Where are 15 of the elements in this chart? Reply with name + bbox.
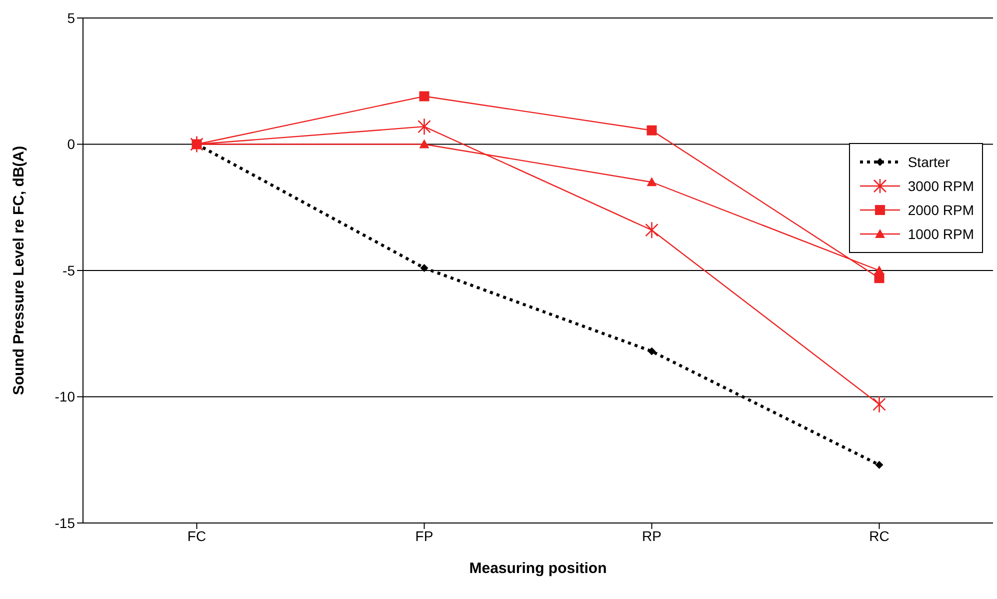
y-axis-title: Sound Pressure Level re FC, dB(A) bbox=[10, 146, 28, 396]
legend-label: 2000 RPM bbox=[908, 202, 974, 218]
y-tick-label: -10 bbox=[54, 388, 76, 405]
legend-label: Starter bbox=[908, 154, 950, 170]
y-tick-label: 5 bbox=[67, 10, 76, 26]
legend-label: 3000 RPM bbox=[908, 178, 974, 194]
x-tick-label: FP bbox=[415, 528, 434, 544]
y-tick-label: 0 bbox=[67, 136, 76, 152]
x-tick-label: RP bbox=[642, 528, 662, 544]
legend-label: 1000 RPM bbox=[908, 226, 974, 242]
x-axis-title: Measuring position bbox=[469, 560, 607, 577]
y-tick-label: -5 bbox=[62, 262, 76, 278]
x-tick-label: RC bbox=[869, 528, 890, 544]
x-tick-label: FC bbox=[187, 528, 206, 544]
y-tick-label: -15 bbox=[54, 514, 76, 531]
